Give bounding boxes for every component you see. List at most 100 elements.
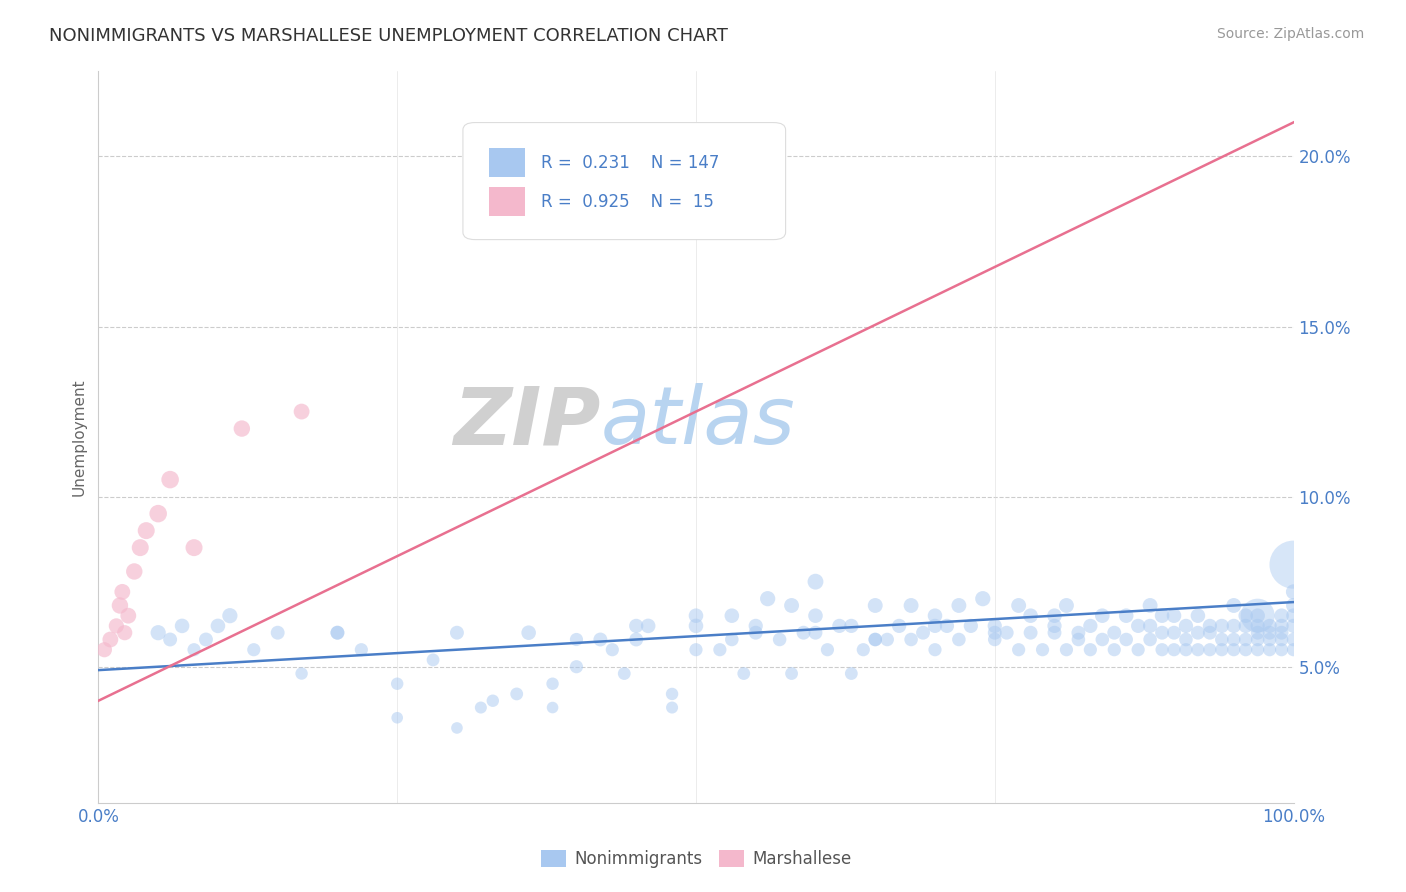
Text: Source: ZipAtlas.com: Source: ZipAtlas.com — [1216, 27, 1364, 41]
Point — [685, 642, 707, 657]
Point — [1282, 599, 1305, 613]
Point — [1091, 608, 1114, 623]
Point — [1104, 625, 1126, 640]
Point — [756, 591, 779, 606]
Point — [1032, 642, 1054, 657]
Point — [541, 677, 564, 691]
Point — [1271, 608, 1294, 623]
FancyBboxPatch shape — [463, 122, 786, 240]
Point — [1043, 625, 1066, 640]
Point — [780, 599, 803, 613]
Point — [1175, 632, 1198, 647]
Point — [1247, 625, 1270, 640]
Point — [637, 619, 659, 633]
Point — [1139, 619, 1161, 633]
Point — [1080, 642, 1102, 657]
Point — [506, 687, 529, 701]
Point — [1115, 608, 1137, 623]
Point — [1271, 632, 1294, 647]
Point — [243, 642, 266, 657]
Point — [924, 642, 946, 657]
Legend: Nonimmigrants, Marshallese: Nonimmigrants, Marshallese — [534, 844, 858, 875]
Point — [1223, 642, 1246, 657]
Point — [828, 619, 851, 633]
Text: R =  0.231    N = 147: R = 0.231 N = 147 — [541, 153, 718, 172]
Point — [129, 541, 152, 555]
Point — [1067, 632, 1090, 647]
Point — [1258, 625, 1281, 640]
FancyBboxPatch shape — [489, 187, 524, 216]
Point — [1139, 599, 1161, 613]
Point — [709, 642, 731, 657]
Point — [1247, 619, 1270, 633]
Point — [995, 625, 1018, 640]
Point — [135, 524, 157, 538]
Point — [1247, 608, 1270, 623]
Point — [1258, 632, 1281, 647]
Point — [1008, 642, 1031, 657]
Point — [1152, 625, 1174, 640]
Point — [1175, 642, 1198, 657]
Point — [1282, 585, 1305, 599]
Point — [613, 666, 636, 681]
Point — [470, 700, 492, 714]
Point — [685, 608, 707, 623]
Point — [889, 619, 911, 633]
Point — [1019, 625, 1042, 640]
Point — [148, 625, 170, 640]
Point — [841, 666, 863, 681]
Point — [1234, 642, 1257, 657]
Point — [1043, 608, 1066, 623]
Point — [1247, 608, 1270, 623]
Point — [108, 599, 131, 613]
Point — [589, 632, 612, 647]
Point — [804, 574, 827, 589]
Point — [1163, 642, 1185, 657]
Point — [1152, 642, 1174, 657]
Point — [93, 642, 115, 657]
Point — [1199, 619, 1222, 633]
Point — [159, 632, 181, 647]
Point — [1258, 642, 1281, 657]
Point — [1258, 619, 1281, 633]
Point — [876, 632, 898, 647]
Point — [1282, 632, 1305, 647]
Point — [852, 642, 875, 657]
Point — [1080, 619, 1102, 633]
Point — [183, 642, 205, 657]
Point — [661, 700, 683, 714]
Point — [111, 585, 134, 599]
Point — [745, 619, 768, 633]
Point — [1187, 625, 1209, 640]
Point — [565, 632, 588, 647]
Point — [1234, 619, 1257, 633]
Point — [117, 608, 139, 623]
Point — [1211, 632, 1233, 647]
Point — [1282, 558, 1305, 572]
Point — [1187, 608, 1209, 623]
Point — [984, 619, 1007, 633]
Point — [841, 619, 863, 633]
Point — [183, 541, 205, 555]
Point — [207, 619, 229, 633]
Point — [267, 625, 290, 640]
Point — [984, 632, 1007, 647]
Point — [815, 642, 838, 657]
Point — [793, 625, 815, 640]
Point — [924, 619, 946, 633]
Point — [1091, 632, 1114, 647]
Point — [422, 653, 444, 667]
Point — [685, 619, 707, 633]
Point — [350, 642, 373, 657]
Point — [924, 608, 946, 623]
Point — [1139, 632, 1161, 647]
Point — [98, 632, 122, 647]
Point — [1019, 608, 1042, 623]
Point — [1211, 642, 1233, 657]
Point — [446, 721, 468, 735]
Point — [1223, 632, 1246, 647]
Point — [385, 677, 409, 691]
Point — [1104, 642, 1126, 657]
Point — [626, 632, 648, 647]
Y-axis label: Unemployment: Unemployment — [72, 378, 87, 496]
